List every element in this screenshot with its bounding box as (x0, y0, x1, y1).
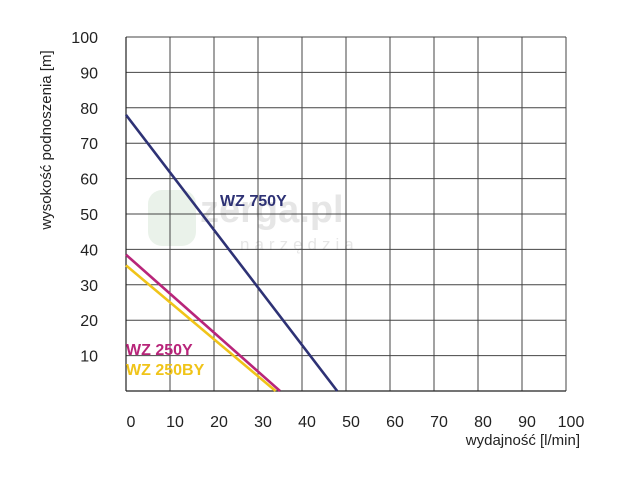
y-tick-label: 50 (80, 207, 98, 224)
x-tick-label: 50 (342, 414, 360, 431)
series-line (125, 264, 277, 392)
x-tick-label: 20 (210, 414, 228, 431)
y-tick-label: 60 (80, 172, 98, 189)
y-tick-label: 20 (80, 313, 98, 330)
x-tick-label: 30 (254, 414, 272, 431)
y-tick-label: 30 (80, 278, 98, 295)
x-axis-title: wydajność [l/min] (465, 432, 580, 449)
y-tick-label: 10 (80, 349, 98, 366)
watermark-brand: zerga.pl (200, 189, 344, 231)
watermark-logo-icon (148, 190, 196, 246)
tick-labels: 0 10 20 30 40 50 60 70 80 90 100 10 20 30 40 50 60 70 80 90… (71, 30, 584, 431)
y-tick-label: 40 (80, 242, 98, 259)
x-tick-label: 60 (386, 414, 404, 431)
series-label: WZ 750Y (220, 193, 287, 210)
y-tick-label: 90 (80, 65, 98, 82)
grid (126, 36, 567, 391)
x-tick-label: 100 (558, 414, 585, 431)
x-tick-label: 80 (474, 414, 492, 431)
y-tick-label: 70 (80, 136, 98, 153)
series-labels: WZ 750Y WZ 250Y WZ 250BY (126, 193, 287, 379)
x-tick-label: 10 (166, 414, 184, 431)
x-tick-label: 70 (430, 414, 448, 431)
series-label: WZ 250BY (126, 362, 205, 379)
series-line (125, 253, 281, 392)
series-lines (124, 114, 339, 392)
x-tick-label: 90 (518, 414, 536, 431)
series-line (124, 114, 339, 392)
series-label: WZ 250Y (126, 342, 193, 359)
y-tick-label: 80 (80, 101, 98, 118)
y-axis-title: wysokość podnoszenia [m] (38, 50, 55, 230)
x-tick-label: 0 (127, 414, 136, 431)
axes (125, 37, 566, 392)
y-tick-label: 100 (71, 30, 98, 47)
x-tick-label: 40 (298, 414, 316, 431)
